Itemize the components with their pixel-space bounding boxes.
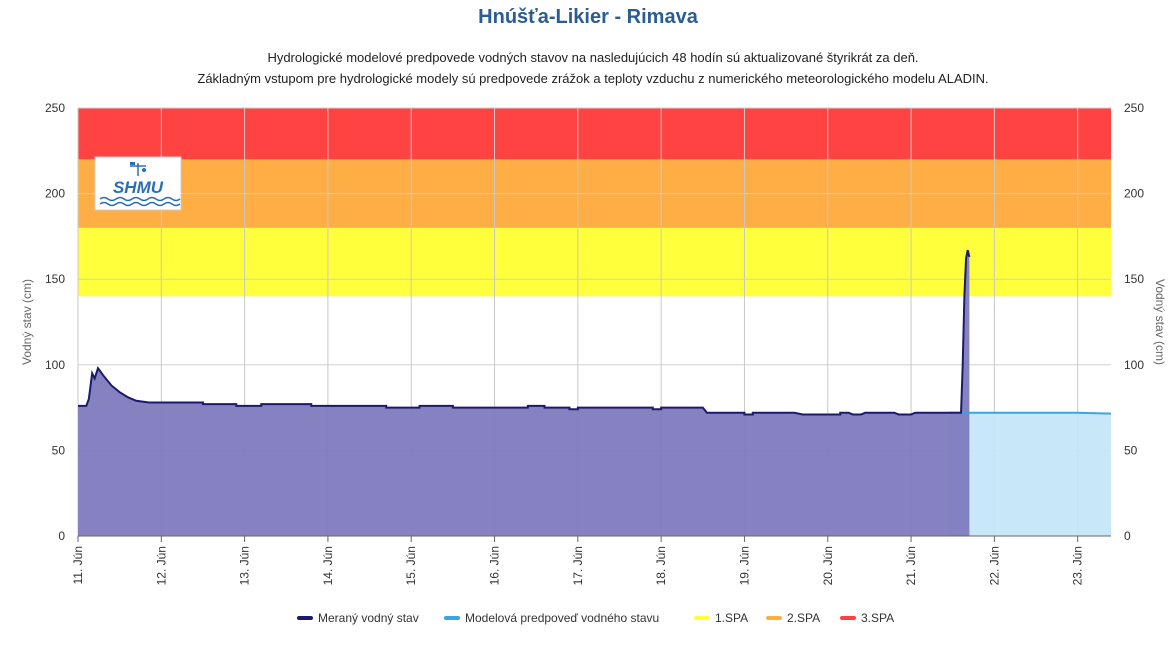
measured-line <box>78 249 971 416</box>
legend-item-label: 1.SPA <box>715 611 748 625</box>
legend-symbol <box>766 616 782 620</box>
subtitle-line-1: Hydrologické modelové predpovede vodných… <box>267 50 919 65</box>
x-tick-label: 19. Jún <box>737 546 751 585</box>
x-tick-label: 14. Jún <box>321 546 335 585</box>
legend-symbol <box>840 616 856 620</box>
subtitle-line-2: Základným vstupom pre hydrologické model… <box>197 71 989 86</box>
chart-subtitle: Hydrologické modelové predpovede vodných… <box>0 47 1176 89</box>
y-tick-label-left: 100 <box>45 358 65 372</box>
y-tick-label-left: 250 <box>45 101 65 115</box>
y-axis-title-right: Vodný stav (cm) <box>1153 279 1167 365</box>
series-areas <box>78 249 1112 536</box>
x-tick-label: 13. Jún <box>238 546 252 585</box>
x-tick-label: 22. Jún <box>987 546 1001 585</box>
x-tick-label: 23. Jún <box>1071 546 1085 585</box>
x-tick-label: 16. Jún <box>488 546 502 585</box>
y-tick-label-left: 200 <box>45 187 65 201</box>
legend-symbol <box>297 616 313 620</box>
band-spa-3 <box>78 108 1111 160</box>
axes: 0 0 50 50 100 100 150 150 200 200 250 250 11. Jún 12.… <box>20 101 1167 585</box>
x-tick-label: 18. Jún <box>654 546 668 585</box>
legend-item-label: 3.SPA <box>861 611 894 625</box>
y-tick-label-right: 50 <box>1124 443 1138 457</box>
shmu-logo: SHMU <box>94 156 182 211</box>
forecast-area <box>948 412 1111 536</box>
waves-icon <box>99 196 181 207</box>
logo-text: SHMU <box>113 178 164 197</box>
legend: Meraný vodný stav Modelová predpoveď vodn… <box>297 611 894 625</box>
x-tick-label: 20. Jún <box>821 546 835 585</box>
forecast-line <box>948 411 1112 415</box>
weather-vane-icon <box>130 162 146 176</box>
y-tick-label-right: 250 <box>1124 101 1144 115</box>
y-axis-title-left: Vodný stav (cm) <box>20 279 34 365</box>
y-tick-label-left: 150 <box>45 272 65 286</box>
y-tick-label-left: 0 <box>58 529 65 543</box>
measured-area <box>78 250 970 536</box>
y-tick-label-right: 200 <box>1124 187 1144 201</box>
y-tick-label-left: 50 <box>52 443 66 457</box>
legend-symbol <box>444 616 460 620</box>
band-spa-1 <box>78 227 1111 297</box>
legend-item-label: Modelová predpoveď vodného stavu <box>465 611 659 625</box>
chart-title: Hnúšťa-Likier - Rimava <box>478 6 698 28</box>
x-tick-label: 11. Jún <box>71 546 85 584</box>
legend-item-label: 2.SPA <box>787 611 820 625</box>
x-tick-label: 21. Jún <box>904 546 918 585</box>
x-tick-label: 12. Jún <box>154 546 168 585</box>
warning-bands <box>78 108 1111 297</box>
y-tick-label-right: 150 <box>1124 272 1144 286</box>
legend-item-label: Meraný vodný stav <box>318 611 419 625</box>
x-tick-label: 17. Jún <box>571 546 585 585</box>
x-tick-label: 15. Jún <box>404 546 418 585</box>
legend-symbol <box>694 616 710 620</box>
y-tick-label-right: 0 <box>1124 529 1131 543</box>
y-tick-label-right: 100 <box>1124 358 1144 372</box>
